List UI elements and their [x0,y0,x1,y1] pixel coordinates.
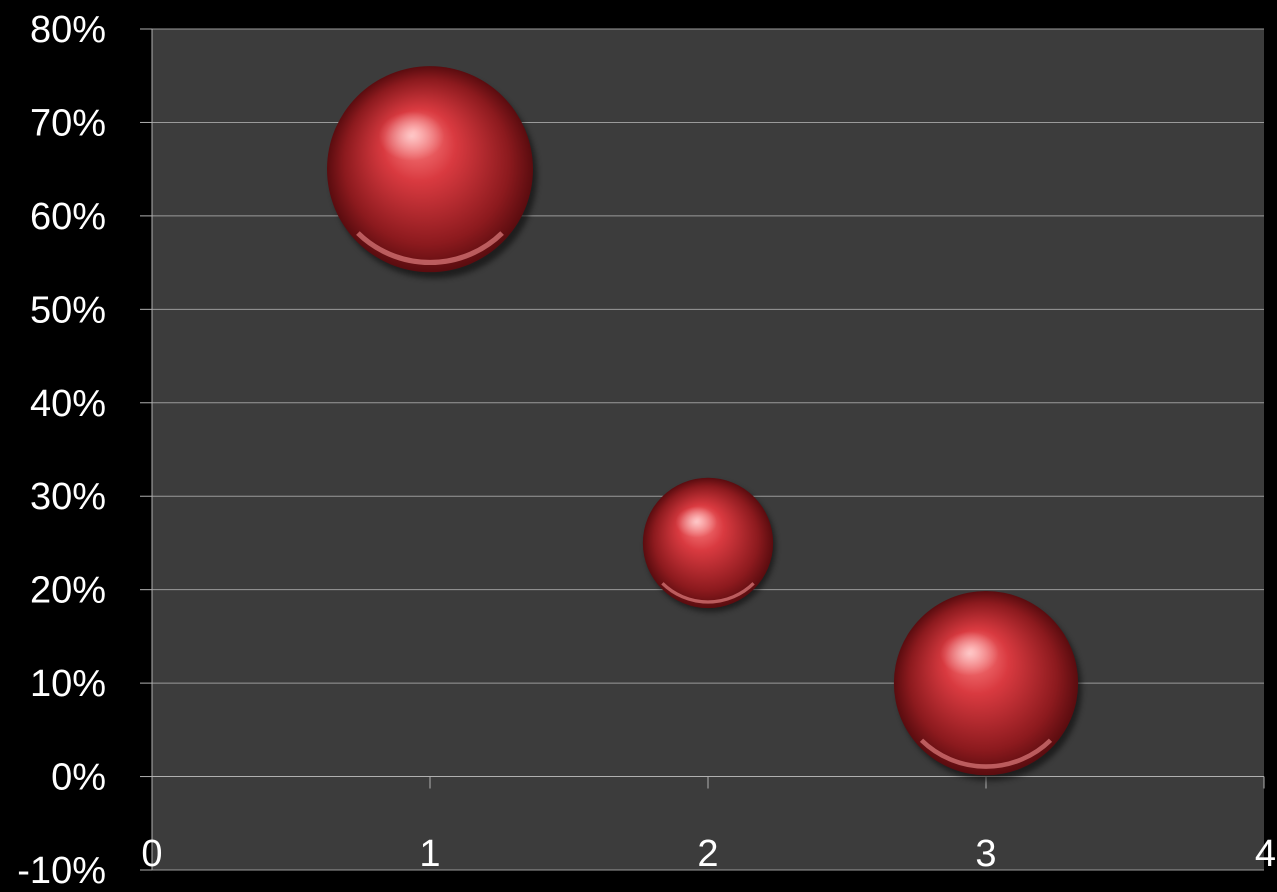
y-tick-label: 30% [30,476,106,518]
bubble-highlight [675,506,718,538]
plot-area [152,29,1264,870]
bubble-sphere [642,477,774,609]
axis-ticks [140,28,1265,871]
bubble-rim-light [356,231,504,265]
bubble-rim-light [919,738,1053,769]
y-tick-label: 40% [30,383,106,425]
y-tick-label: 60% [30,196,106,238]
bubble-sphere [327,66,533,273]
x-tick-label: 4 [1255,833,1276,875]
y-tick-label: 20% [30,570,106,612]
x-axis-tick-labels: 0 1 2 3 4 [141,833,1276,875]
x-tick-label: 2 [697,833,718,875]
bubble-highlight [378,111,445,161]
x-tick-label: 0 [141,833,162,875]
bubble-1 [327,66,538,279]
x-tick-label: 1 [419,833,440,875]
bubble-highlight [939,631,999,676]
bubble-2 [642,477,776,612]
y-tick-label: 50% [30,289,106,331]
bubble-rim-light [661,582,755,604]
y-tick-label: -10% [17,850,106,887]
bubble-3 [893,590,1082,781]
y-tick-label: 70% [30,102,106,144]
bubble-sphere [893,590,1079,776]
x-tick-label: 3 [975,833,996,875]
y-tick-label: 80% [30,9,106,51]
y-tick-label: 0% [51,757,106,799]
bubbles [327,66,1082,781]
y-axis-tick-labels: -10% 0% 10% 20% 30% 40% 50% 60% 70% 80% [17,9,106,892]
y-tick-label: 10% [30,663,106,705]
